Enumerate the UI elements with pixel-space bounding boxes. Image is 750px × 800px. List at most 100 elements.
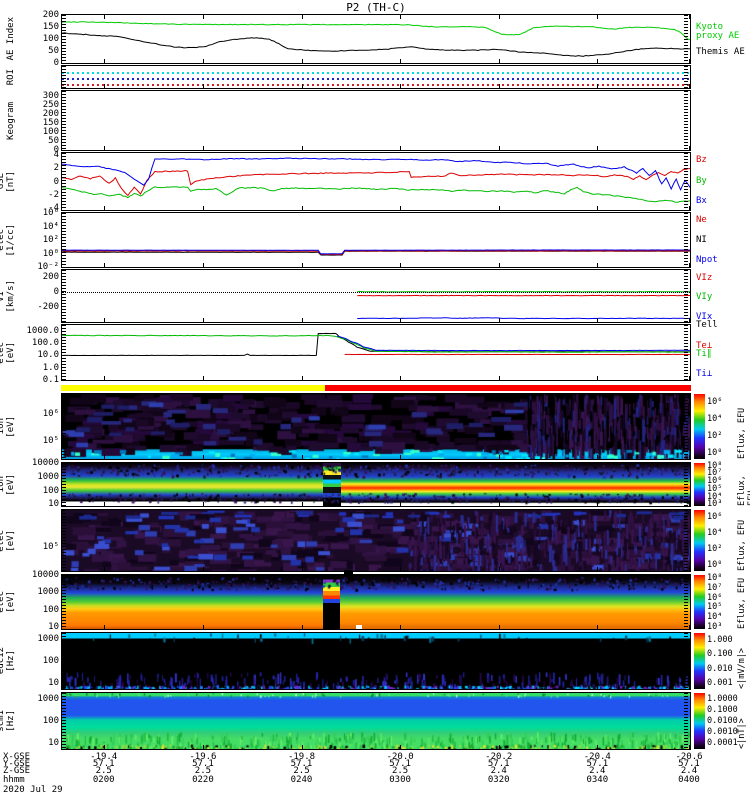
y-axis-title: ESAelec[eV] bbox=[0, 575, 16, 629]
y-axis-title: AE Index bbox=[6, 15, 16, 63]
colorbar-unit-label: Eflux, EFU bbox=[737, 519, 747, 571]
y-axis-title: ESAion[eV] bbox=[0, 463, 16, 506]
tstrip bbox=[62, 66, 66, 88]
y-tick-label: 0 bbox=[53, 287, 59, 298]
tstrip bbox=[62, 91, 66, 150]
ttick bbox=[597, 15, 599, 19]
dotrow bbox=[62, 83, 690, 86]
y-tick-label: 10 bbox=[48, 738, 59, 749]
axis-value: 57.1 bbox=[586, 759, 609, 769]
y-axis-title: NIelec[1/cc] bbox=[0, 213, 16, 267]
btick bbox=[301, 625, 303, 629]
panel-fbk-edc12-spectrogram: 1000 100 10 FBKedc12[Hz] 1.000 0.100 0.010 0.00… bbox=[0, 632, 747, 690]
y-tick-label: 1000 bbox=[37, 693, 59, 704]
span: [nT] bbox=[6, 170, 16, 193]
btick bbox=[301, 376, 303, 380]
axis-row-label: X-GSE bbox=[3, 752, 31, 762]
axis-value: -20.6 bbox=[675, 752, 703, 762]
btick bbox=[202, 625, 204, 629]
btick bbox=[103, 318, 105, 322]
btick bbox=[301, 455, 303, 459]
btick bbox=[301, 318, 303, 322]
btick bbox=[498, 745, 500, 749]
y-axis-title: ROI bbox=[6, 66, 16, 88]
lines bbox=[62, 249, 690, 256]
colorbar-tick-label: 10³ bbox=[707, 499, 723, 510]
ttick bbox=[202, 15, 204, 19]
ttick bbox=[689, 15, 690, 19]
date-label: 2020 Jul 29 bbox=[3, 785, 63, 795]
y-tick-label: 100 bbox=[42, 656, 59, 666]
colorbar bbox=[694, 693, 705, 749]
y-axis-title: VI [km/s] bbox=[0, 270, 16, 322]
colorbar-unit-label: Eflux, EFU bbox=[737, 475, 750, 506]
axis-value: 2.4 bbox=[589, 766, 606, 776]
colorbar-unit-label: <|mV/m|> bbox=[737, 648, 747, 689]
tstrip bbox=[684, 693, 688, 749]
axis-value: 2.5 bbox=[95, 766, 112, 776]
lines bbox=[357, 290, 690, 320]
btick bbox=[597, 318, 599, 322]
btick bbox=[400, 318, 402, 322]
ttick bbox=[103, 15, 105, 19]
y-tick-label: 50 bbox=[48, 135, 59, 146]
panel-sst-ion-spectrogram: 10⁶ 10⁵ SSTion[eV] 10⁶ 10⁴ 10² 10⁰ Eflux, EFU bbox=[0, 393, 747, 460]
panel-roi: ROI bbox=[6, 65, 691, 89]
time-axis: X-GSE -19.4 -19.6 -19.8 -20.0 -20.2 -20.4 -20.6… bbox=[0, 752, 750, 800]
span: Keogram bbox=[6, 101, 16, 140]
btick bbox=[597, 455, 599, 459]
y-tick-label: 10 bbox=[48, 678, 59, 689]
noise bbox=[62, 575, 690, 629]
y-tick-label: 100.0 bbox=[31, 338, 59, 349]
tstrip bbox=[684, 510, 688, 571]
btick bbox=[498, 685, 500, 689]
lines bbox=[62, 157, 690, 203]
btick bbox=[103, 84, 105, 88]
y-tick-label: 10⁰ bbox=[42, 248, 59, 259]
tstrip bbox=[684, 213, 688, 267]
btick bbox=[689, 263, 690, 267]
y-axis-title: SSTelec[eV] bbox=[0, 510, 16, 571]
btick bbox=[400, 455, 402, 459]
y-tick-label: 10.0 bbox=[37, 350, 59, 361]
zero bbox=[62, 292, 690, 294]
span: [eV] bbox=[6, 415, 16, 438]
btick bbox=[597, 59, 599, 63]
btick bbox=[597, 84, 599, 88]
axis-value: 57.1 bbox=[290, 759, 313, 769]
y-tick-label: 100 bbox=[42, 34, 59, 44]
tstrip bbox=[684, 633, 688, 689]
noise bbox=[62, 633, 690, 689]
btick bbox=[103, 745, 105, 749]
tstrip bbox=[62, 325, 66, 380]
y-tick-label: 1000 bbox=[37, 633, 59, 644]
colorbar-tick-label: 10⁸ bbox=[707, 573, 723, 584]
btick bbox=[202, 84, 204, 88]
btick bbox=[301, 502, 303, 506]
btick bbox=[498, 625, 500, 629]
series-label: Ne bbox=[696, 214, 707, 225]
btick bbox=[400, 59, 402, 63]
colorbar-tick-label: 10⁰ bbox=[707, 559, 723, 570]
btick bbox=[400, 146, 402, 150]
axis-value: 57.1 bbox=[487, 759, 510, 769]
dotrow bbox=[62, 71, 690, 74]
colorbar-tick-label: 0.1000 bbox=[707, 704, 738, 715]
axis-value: 0400 bbox=[678, 775, 700, 785]
axis-value: -19.8 bbox=[287, 752, 316, 762]
tstrip bbox=[684, 153, 688, 210]
btick bbox=[400, 685, 402, 689]
btick bbox=[103, 263, 105, 267]
y-tick-label: 100 bbox=[42, 485, 59, 496]
colorbar-tick-label: 0.0100 bbox=[707, 716, 738, 726]
btick bbox=[202, 745, 204, 749]
axis-value: 0200 bbox=[92, 775, 115, 785]
colorbar-tick-label: 10⁷ bbox=[707, 582, 723, 593]
tstrip bbox=[684, 575, 688, 629]
colorbar-tick-label: 0.100 bbox=[707, 649, 733, 660]
y-tick-label: -200 bbox=[37, 302, 59, 313]
polyline bbox=[62, 250, 690, 256]
y-axis-title: Keogram bbox=[6, 91, 16, 150]
colorbar-tick-label: 10² bbox=[707, 544, 723, 555]
